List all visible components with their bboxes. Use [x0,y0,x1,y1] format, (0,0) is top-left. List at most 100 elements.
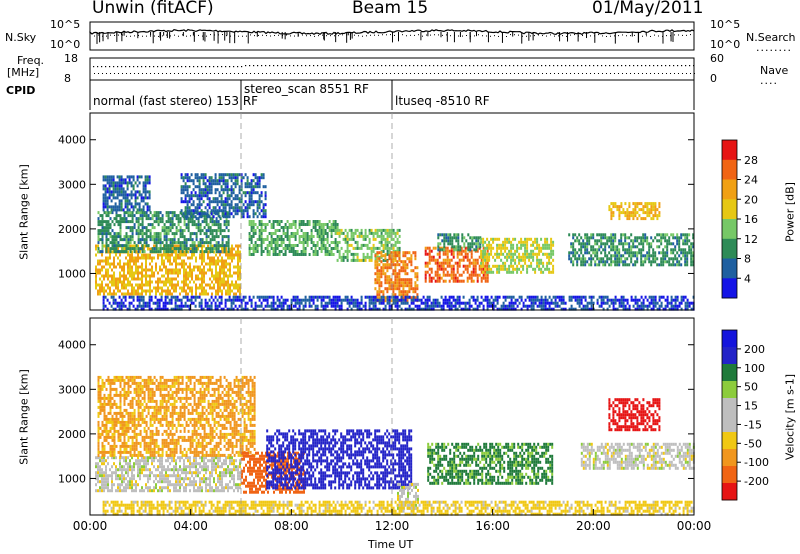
heatmap-cell [320,301,323,305]
heatmap-cell [304,253,307,256]
heatmap-cell [207,241,210,245]
heatmap-cell [132,298,135,302]
heatmap-cell [642,263,645,267]
heatmap-cell [155,265,157,269]
heatmap-cell [460,258,463,262]
heatmap-cell [103,229,106,233]
heatmap-cell [181,247,184,251]
heatmap-cell [396,263,399,267]
heatmap-cell [173,238,176,242]
noise-search-dot [138,34,139,36]
heatmap-cell [370,298,373,302]
heatmap-cell [318,238,321,241]
heatmap-cell [536,264,539,268]
heatmap-cell [215,268,217,272]
heatmap-cell [177,214,180,218]
heatmap-cell [199,232,202,236]
heatmap-cell [183,286,185,290]
heatmap-cell [482,264,485,268]
heatmap-cell [179,217,182,221]
heatmap-cell [198,304,201,308]
heatmap-cell [183,217,186,221]
heatmap-cell [404,263,407,267]
heatmap-cell [109,250,112,254]
heatmap-cell [396,251,399,255]
heatmap-cell [145,217,148,221]
heatmap-cell [278,220,281,223]
heatmap-cell [310,232,313,235]
heatmap-cell [592,251,595,255]
heatmap-cell [514,258,517,262]
heatmap-cell [604,245,607,249]
frequency-dot [193,66,195,68]
heatmap-cell [126,202,129,206]
heatmap-cell [408,251,411,255]
heatmap-cell [614,251,617,255]
heatmap-cell [178,304,181,308]
heatmap-cell [106,307,109,311]
heatmap-cell [396,281,399,285]
heatmap-cell [135,268,137,272]
heatmap-cell [670,233,673,237]
heatmap-cell [308,295,311,299]
heatmap-cell [203,232,206,236]
heatmap-cell [416,287,419,291]
heatmap-cell [318,223,321,226]
heatmap-cell [412,251,415,255]
heatmap-cell [227,256,229,260]
frequency-dot [657,65,659,67]
noise-search-dot [534,35,535,37]
heatmap-cell [242,295,245,299]
heatmap-cell [453,248,456,252]
heatmap-cell [167,274,169,278]
nave-dot [650,73,651,74]
heatmap-cell [136,295,139,299]
heatmap-cell [196,212,199,216]
heatmap-cell [141,223,144,227]
noise-search-dot [542,35,543,37]
heatmap-cell [104,304,107,308]
heatmap-cell [334,241,337,244]
heatmap-cell [238,191,241,195]
heatmap-cell [153,238,156,242]
noise-search-dot [134,35,135,37]
heatmap-cell [318,235,321,238]
heatmap-cell [141,211,144,215]
heatmap-cell [198,215,201,219]
heatmap-cell [546,237,549,241]
heatmap-cell [174,295,177,299]
frequency-dot [221,66,223,68]
nave-dot [234,73,235,74]
heatmap-cell [189,247,191,251]
heatmap-cell [648,211,651,215]
heatmap-cell [408,260,411,264]
heatmap-cell [176,295,179,299]
heatmap-cell [540,258,543,262]
heatmap-cell [463,236,466,240]
heatmap-cell [550,240,553,244]
heatmap-cell [244,173,247,177]
heatmap-cell [129,256,131,260]
heatmap-cell [498,255,501,259]
heatmap-cell [492,270,495,274]
frequency-dot [321,65,323,67]
heatmap-cell [125,220,128,224]
heatmap-cell [494,258,497,262]
heatmap-cell [260,253,263,256]
heatmap-cell [580,245,583,249]
heatmap-cell [302,232,305,235]
heatmap-cell [99,271,101,275]
heatmap-cell [274,250,277,253]
heatmap-cell [686,263,689,267]
heatmap-cell [105,247,108,251]
heatmap-cell [260,191,263,195]
heatmap-cell [210,301,213,305]
heatmap-cell [490,252,493,256]
heatmap-cell [326,232,329,235]
heatmap-cell [480,252,483,256]
heatmap-cell [109,247,112,251]
heatmap-cell [137,247,140,251]
heatmap-cell [200,301,203,305]
heatmap-cell [260,250,263,253]
nave-dot [458,73,459,74]
